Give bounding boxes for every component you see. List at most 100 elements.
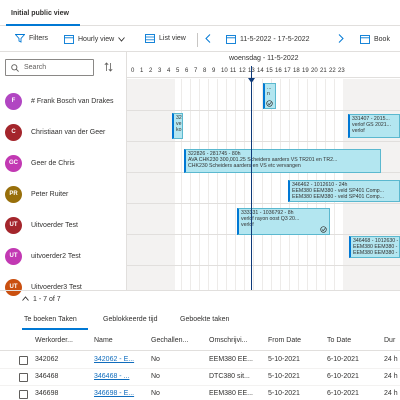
calendar-icon bbox=[64, 35, 74, 44]
booking-block[interactable]: 331407 - 2015... verlof GS 2021... verlo… bbox=[348, 114, 400, 138]
cell-name-link[interactable]: 346698 - E... bbox=[94, 390, 135, 397]
requirement-tabs: Te boeken Taken Geblokkeerde tijd Geboek… bbox=[0, 311, 400, 330]
column-header[interactable]: Omschrijvi... bbox=[209, 337, 248, 344]
resource-search-input[interactable]: Search bbox=[5, 59, 94, 76]
cell-work-order: 346468 bbox=[35, 373, 59, 380]
date-range-picker[interactable]: 11-5-2022 - 17-5-2022 bbox=[226, 34, 310, 44]
work-order-icon bbox=[266, 100, 273, 107]
hour-gridline bbox=[262, 79, 263, 290]
cell-duration: 24 h bbox=[384, 390, 398, 397]
avatar: UT bbox=[5, 216, 22, 234]
booking-line: 331407 - 2015... bbox=[352, 116, 390, 122]
hour-header-row: 01234567891011121314151617181920212223 bbox=[127, 66, 400, 78]
cell-duration: 24 h bbox=[384, 373, 398, 380]
booking-block[interactable]: 322826 - 281745 - 80h AVA CHK230 300,001… bbox=[184, 149, 381, 173]
hour-label: 21 bbox=[320, 68, 327, 74]
tab-geboekte-taken[interactable]: Geboekte taken bbox=[180, 316, 230, 323]
cell-challenged: No bbox=[151, 390, 160, 397]
column-header[interactable]: Werkorder... bbox=[35, 337, 73, 344]
chevron-up-icon[interactable] bbox=[22, 296, 29, 301]
calendar-add-icon bbox=[360, 35, 370, 44]
view-tab-underline bbox=[6, 24, 80, 26]
column-header[interactable]: Name bbox=[94, 337, 113, 344]
cell-name-link[interactable]: 346468 - ... bbox=[94, 373, 130, 380]
table-row[interactable]: 346468 346468 - ... No DTC380 sit... 5-1… bbox=[0, 369, 400, 386]
hour-gridline bbox=[208, 79, 209, 290]
chevron-right-icon bbox=[338, 34, 344, 43]
column-header[interactable]: Gechallen... bbox=[151, 337, 189, 344]
booking-block[interactable]: 32 ve ko bbox=[172, 113, 183, 139]
resource-row[interactable]: UT uitvoerder2 Test bbox=[0, 240, 127, 272]
booking-line: EEM380 EEM380 - veld SP401 Comp... bbox=[292, 194, 384, 200]
hour-label: 20 bbox=[311, 68, 318, 74]
resource-row[interactable]: UT Uitvoerder Test bbox=[0, 209, 127, 241]
hour-label: 23 bbox=[338, 68, 345, 74]
current-time-indicator bbox=[251, 66, 252, 290]
table-row[interactable]: 342062 342062 - E... No EEM380 EE... 5-1… bbox=[0, 352, 400, 369]
row-checkbox[interactable] bbox=[19, 373, 28, 382]
hour-gridline bbox=[199, 79, 200, 290]
book-button[interactable]: Book bbox=[360, 34, 390, 44]
view-tab-initial-public[interactable]: Initial public view bbox=[11, 10, 69, 17]
hour-gridline bbox=[271, 79, 272, 290]
timeline-grid: ... n 32 ve ko 331407 - 2015... verlof G… bbox=[127, 79, 400, 290]
hour-label: 16 bbox=[275, 68, 282, 74]
hour-label: 1 bbox=[140, 68, 144, 74]
booking-block[interactable]: 346468 - 1012630 - 24h EEM380 EEM380 - v… bbox=[349, 236, 400, 258]
hour-label: 14 bbox=[257, 68, 264, 74]
hour-label: 12 bbox=[239, 68, 246, 74]
booking-line: ko bbox=[176, 127, 182, 133]
timeline-date-header: woensdag - 11-5-2022 bbox=[127, 53, 400, 65]
hour-gridline bbox=[235, 79, 236, 290]
tab-geblokkeerde-tijd[interactable]: Geblokkeerde tijd bbox=[103, 316, 158, 323]
row-divider bbox=[127, 265, 400, 266]
row-divider bbox=[127, 110, 400, 111]
tab-te-boeken-taken[interactable]: Te boeken Taken bbox=[24, 316, 77, 323]
avatar: C bbox=[5, 123, 22, 141]
booking-block[interactable]: 346462 - 1012610 - 24h EEM380 EEM380 - v… bbox=[288, 180, 400, 202]
active-tab-underline bbox=[22, 328, 88, 330]
date-range-label: 11-5-2022 - 17-5-2022 bbox=[240, 35, 310, 43]
avatar: F bbox=[5, 92, 22, 110]
resource-name: # Frank Bosch van Drakes bbox=[31, 97, 114, 105]
next-week-button[interactable] bbox=[338, 34, 344, 43]
chevron-down-icon bbox=[118, 36, 126, 42]
table-row[interactable]: 346698 346698 - E... No EEM380 EE... 5-1… bbox=[0, 386, 400, 400]
avatar: UT bbox=[5, 278, 22, 296]
cell-from-date: 5-10-2021 bbox=[268, 390, 300, 397]
calendar-icon bbox=[226, 35, 236, 44]
toolbar: Filters Hourly view List view 11-5-2022 … bbox=[0, 28, 400, 52]
hourly-view-dropdown[interactable]: Hourly view bbox=[64, 34, 126, 44]
row-checkbox[interactable] bbox=[19, 390, 28, 399]
cell-name-link[interactable]: 342062 - E... bbox=[94, 356, 135, 363]
hour-label: 19 bbox=[302, 68, 309, 74]
avatar: GC bbox=[5, 154, 22, 172]
pager: 1 - 7 of 7 bbox=[0, 290, 400, 308]
previous-week-button[interactable] bbox=[205, 34, 211, 43]
resource-row[interactable]: C Christiaan van der Geer bbox=[0, 116, 127, 148]
column-header[interactable]: Dur bbox=[384, 337, 396, 344]
cell-to-date: 6-10-2021 bbox=[327, 390, 359, 397]
booking-line: ... bbox=[267, 85, 272, 91]
resource-row[interactable]: F # Frank Bosch van Drakes bbox=[0, 85, 127, 117]
list-icon bbox=[145, 34, 155, 43]
hour-label: 0 bbox=[131, 68, 135, 74]
resource-row[interactable]: GC Geer de Chris bbox=[0, 147, 127, 179]
booking-block[interactable]: 333331 - 1036792 - 8h verlof rayon oost … bbox=[237, 208, 330, 235]
cell-duration: 24 h bbox=[384, 356, 398, 363]
row-checkbox[interactable] bbox=[19, 356, 28, 365]
filters-button[interactable]: Filters bbox=[15, 34, 48, 43]
booking-block[interactable]: ... n bbox=[263, 83, 276, 109]
resource-row[interactable]: PR Peter Ruiter bbox=[0, 178, 127, 210]
column-header[interactable]: From Date bbox=[268, 337, 302, 344]
booking-line: CHK230 Scheiders aarders en VS etc verva… bbox=[188, 163, 301, 169]
chevron-left-icon bbox=[205, 34, 211, 43]
sort-icon[interactable] bbox=[104, 62, 113, 72]
list-view-button[interactable]: List view bbox=[145, 34, 186, 43]
hour-gridline bbox=[280, 79, 281, 290]
booking-line: verlof rayon oost Q3 20... bbox=[241, 216, 300, 222]
avatar: PR bbox=[5, 185, 22, 203]
cell-from-date: 5-10-2021 bbox=[268, 356, 300, 363]
resource-row[interactable]: UT Uitvoerder3 Test bbox=[0, 271, 127, 303]
column-header[interactable]: To Date bbox=[327, 337, 352, 344]
